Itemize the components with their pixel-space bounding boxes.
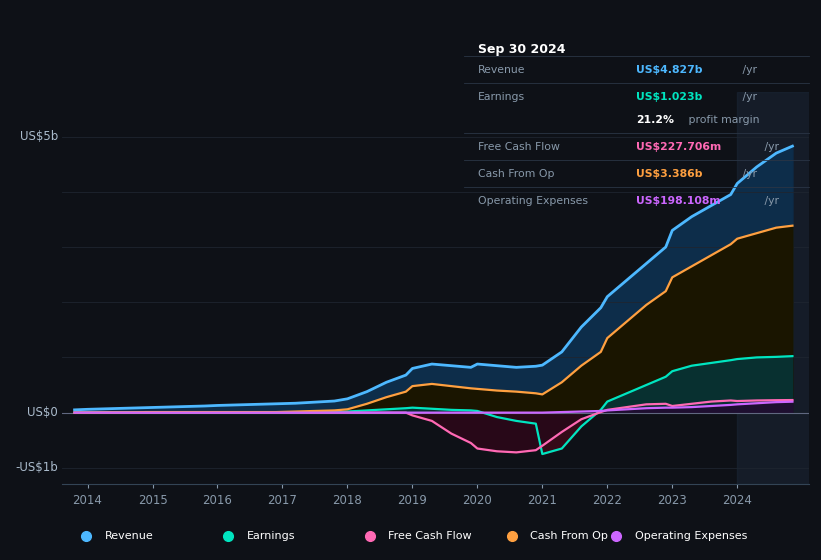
Text: Operating Expenses: Operating Expenses xyxy=(635,531,747,541)
Text: Free Cash Flow: Free Cash Flow xyxy=(388,531,472,541)
Text: US$4.827b: US$4.827b xyxy=(636,64,703,74)
Text: US$5b: US$5b xyxy=(20,130,57,143)
Text: Revenue: Revenue xyxy=(104,531,154,541)
Text: /yr: /yr xyxy=(739,92,757,102)
Text: Cash From Op: Cash From Op xyxy=(530,531,608,541)
Text: profit margin: profit margin xyxy=(685,115,759,125)
Text: /yr: /yr xyxy=(761,142,779,152)
Text: Operating Expenses: Operating Expenses xyxy=(478,196,588,206)
Text: /yr: /yr xyxy=(761,196,779,206)
Text: Free Cash Flow: Free Cash Flow xyxy=(478,142,560,152)
Text: US$227.706m: US$227.706m xyxy=(636,142,722,152)
Text: /yr: /yr xyxy=(739,64,757,74)
Text: Sep 30 2024: Sep 30 2024 xyxy=(478,43,565,55)
Text: 21.2%: 21.2% xyxy=(636,115,674,125)
Text: /yr: /yr xyxy=(739,169,757,179)
Text: Earnings: Earnings xyxy=(478,92,525,102)
Text: US$3.386b: US$3.386b xyxy=(636,169,703,179)
Text: -US$1b: -US$1b xyxy=(15,461,57,474)
Bar xyxy=(737,92,815,484)
Text: US$198.108m: US$198.108m xyxy=(636,196,721,206)
Text: US$1.023b: US$1.023b xyxy=(636,92,703,102)
Text: US$0: US$0 xyxy=(27,406,57,419)
Text: Revenue: Revenue xyxy=(478,64,525,74)
Text: Earnings: Earnings xyxy=(246,531,295,541)
Text: Cash From Op: Cash From Op xyxy=(478,169,554,179)
